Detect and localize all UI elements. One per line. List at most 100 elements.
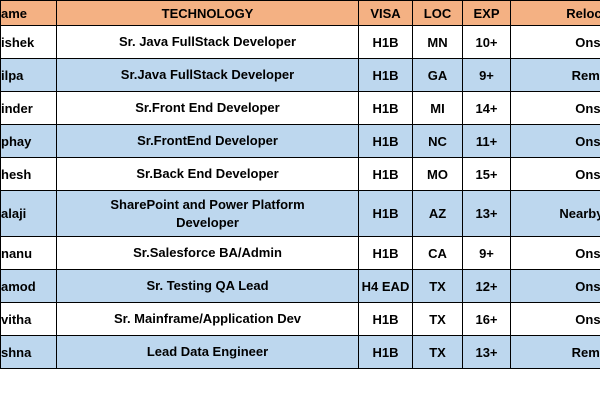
cell-text: 9+ bbox=[479, 67, 494, 83]
table-cell: 13+ bbox=[462, 190, 511, 237]
table-cell: 9+ bbox=[462, 236, 511, 270]
cell-text: 16+ bbox=[475, 311, 498, 327]
cell-text: TX bbox=[429, 311, 446, 327]
cell-text: Sr. Mainframe/Application Dev bbox=[113, 311, 302, 326]
table-cell: SharePoint and Power Platform Developer bbox=[56, 190, 359, 237]
table-cell: MI bbox=[412, 91, 463, 125]
cell-text: H1B bbox=[372, 344, 399, 360]
table-cell: Onsite bbox=[510, 91, 600, 125]
table-cell: amod bbox=[0, 269, 57, 303]
table-row: amod Sr. Testing QA Lead H4 EAD TX 12+ Onsite bbox=[0, 269, 600, 303]
cell-text: Onsite bbox=[575, 311, 600, 327]
cell-text: 13+ bbox=[475, 206, 498, 221]
table-cell: TX bbox=[412, 269, 463, 303]
table-cell: Sr. Testing QA Lead bbox=[56, 269, 359, 303]
table-cell: Sr.FrontEnd Developer bbox=[56, 124, 359, 158]
table-row: ilpa Sr.Java FullStack Developer H1B GA 9+ Re… bbox=[0, 58, 600, 92]
cell-text: H1B bbox=[372, 206, 399, 221]
table-row: vitha Sr. Mainframe/Application Dev H1B TX 1… bbox=[0, 302, 600, 336]
table-cell: Onsite bbox=[510, 269, 600, 303]
cell-text: Onsite bbox=[575, 166, 600, 182]
header-cell: VISA bbox=[358, 0, 413, 26]
cell-text: TX bbox=[429, 344, 446, 360]
table-cell: NC bbox=[412, 124, 463, 158]
cell-text: Sr.Back End Developer bbox=[136, 166, 279, 181]
header-cell: ame bbox=[0, 0, 57, 26]
header-row: ameTECHNOLOGYVISALOCEXPRelocatio bbox=[0, 0, 600, 26]
cell-text: MO bbox=[427, 166, 448, 182]
table-row: shna Lead Data Engineer H1B TX 13+ Remote bbox=[0, 335, 600, 369]
table-cell: 12+ bbox=[462, 269, 511, 303]
table-cell: vitha bbox=[0, 302, 57, 336]
header-cell: Relocatio bbox=[510, 0, 600, 26]
cell-text: shna bbox=[1, 344, 32, 360]
table-cell: alaji bbox=[0, 190, 57, 237]
table-cell: ishek bbox=[0, 25, 57, 59]
cell-text: nanu bbox=[1, 245, 33, 261]
table-cell: Sr.Back End Developer bbox=[56, 157, 359, 191]
table-cell: Sr. Java FullStack Developer bbox=[56, 25, 359, 59]
table-cell: Sr.Java FullStack Developer bbox=[56, 58, 359, 92]
table-cell: ilpa bbox=[0, 58, 57, 92]
table-cell: H4 EAD bbox=[358, 269, 413, 303]
cell-text: H1B bbox=[372, 133, 399, 149]
cell-text: Nearby/Ren bbox=[559, 206, 600, 221]
table-cell: H1B bbox=[358, 124, 413, 158]
cell-text: H4 EAD bbox=[361, 278, 410, 294]
table-cell: Onsite bbox=[510, 25, 600, 59]
table-cell: Onsite bbox=[510, 302, 600, 336]
table-cell: Onsite bbox=[510, 236, 600, 270]
cell-text: Sr.FrontEnd Developer bbox=[137, 133, 278, 148]
table-cell: H1B bbox=[358, 157, 413, 191]
cell-text: 9+ bbox=[479, 245, 494, 261]
table-cell: TX bbox=[412, 335, 463, 369]
table-cell: Remote bbox=[510, 58, 600, 92]
cell-text: Sr. Testing QA Lead bbox=[146, 278, 269, 293]
header-cell: LOC bbox=[412, 0, 463, 26]
cell-text: 14+ bbox=[475, 100, 498, 116]
table-cell: Sr.Salesforce BA/Admin bbox=[56, 236, 359, 270]
cell-text: H1B bbox=[372, 67, 399, 83]
cell-text: alaji bbox=[1, 206, 27, 221]
cell-text: Onsite bbox=[575, 278, 600, 294]
cell-text: SharePoint and Power Platform Developer bbox=[110, 196, 305, 230]
cell-text: Sr.Front End Developer bbox=[135, 100, 280, 115]
table-cell: MN bbox=[412, 25, 463, 59]
cell-text: Remote bbox=[571, 344, 600, 360]
table-row: ishek Sr. Java FullStack Developer H1B MN 10… bbox=[0, 25, 600, 59]
cell-text: inder bbox=[1, 100, 33, 116]
table-row: inder Sr.Front End Developer H1B MI 14+ Onsit… bbox=[0, 91, 600, 125]
table-cell: shna bbox=[0, 335, 57, 369]
table-cell: H1B bbox=[358, 58, 413, 92]
table-cell: 14+ bbox=[462, 91, 511, 125]
table-cell: TX bbox=[412, 302, 463, 336]
table-cell: Lead Data Engineer bbox=[56, 335, 359, 369]
table-cell: 9+ bbox=[462, 58, 511, 92]
table-cell: CA bbox=[412, 236, 463, 270]
cell-text: H1B bbox=[372, 311, 399, 327]
table-cell: GA bbox=[412, 58, 463, 92]
table-cell: MO bbox=[412, 157, 463, 191]
table-cell: 13+ bbox=[462, 335, 511, 369]
cell-text: GA bbox=[427, 67, 448, 83]
cell-text: 10+ bbox=[475, 34, 498, 50]
table-row: hesh Sr.Back End Developer H1B MO 15+ Onsite bbox=[0, 157, 600, 191]
cell-text: 11+ bbox=[475, 133, 498, 149]
table-cell: nanu bbox=[0, 236, 57, 270]
table-cell: H1B bbox=[358, 25, 413, 59]
table-cell: Onsite bbox=[510, 157, 600, 191]
table-row: phay Sr.FrontEnd Developer H1B NC 11+ Onsite bbox=[0, 124, 600, 158]
table-cell: Onsite bbox=[510, 124, 600, 158]
table-cell: 10+ bbox=[462, 25, 511, 59]
cell-text: Remote bbox=[571, 67, 600, 83]
cell-text: H1B bbox=[372, 166, 399, 182]
cell-text: H1B bbox=[372, 100, 399, 116]
cell-text: Sr.Salesforce BA/Admin bbox=[133, 245, 282, 260]
table-cell: inder bbox=[0, 91, 57, 125]
cell-text: ilpa bbox=[1, 67, 24, 83]
table-cell: 11+ bbox=[462, 124, 511, 158]
cell-text: Onsite bbox=[575, 133, 600, 149]
cell-text: MN bbox=[427, 34, 448, 50]
table-cell: H1B bbox=[358, 190, 413, 237]
cell-text: amod bbox=[1, 278, 36, 294]
